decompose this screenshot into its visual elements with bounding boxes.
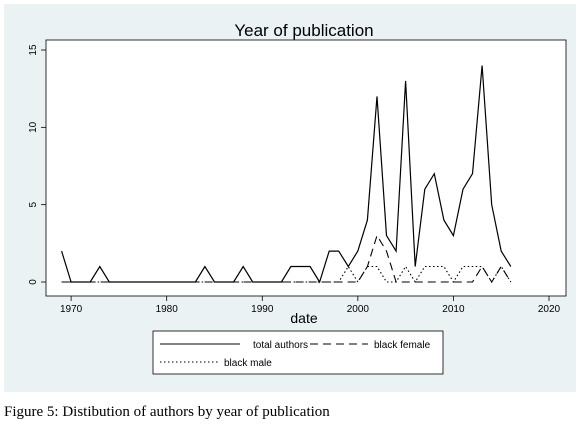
legend-label-black-female: black female <box>374 340 431 351</box>
x-tick-label: 1990 <box>251 304 274 315</box>
legend-label-black-male: black male <box>224 358 272 369</box>
series-line-black-male <box>61 265 512 284</box>
x-tick-label: 2010 <box>442 304 465 315</box>
figure-caption: Figure 5: Distibution of authors by year… <box>4 404 330 420</box>
plot-area <box>45 39 567 297</box>
x-tick-label: 2000 <box>347 304 370 315</box>
series-layer <box>61 65 512 284</box>
y-tick-label: 5 <box>28 201 39 207</box>
legend-label-total-authors: total authors <box>253 340 308 351</box>
axes: 1970 1980 1990 2000 2010 2020 0 5 10 15 <box>28 44 561 315</box>
x-tick-label: 1970 <box>60 304 83 315</box>
y-tick-label: 0 <box>28 279 39 285</box>
y-tick-label: 10 <box>28 121 39 133</box>
y-tick-label: 15 <box>28 44 39 56</box>
chart-title: Year of publication <box>234 21 373 40</box>
x-axis-label: date <box>290 310 317 326</box>
x-tick-label: 2020 <box>538 304 561 315</box>
legend: total authors black female black male <box>152 330 444 375</box>
x-tick-label: 1980 <box>156 304 179 315</box>
legend-box <box>152 330 444 375</box>
series-line-total-authors <box>61 65 512 284</box>
